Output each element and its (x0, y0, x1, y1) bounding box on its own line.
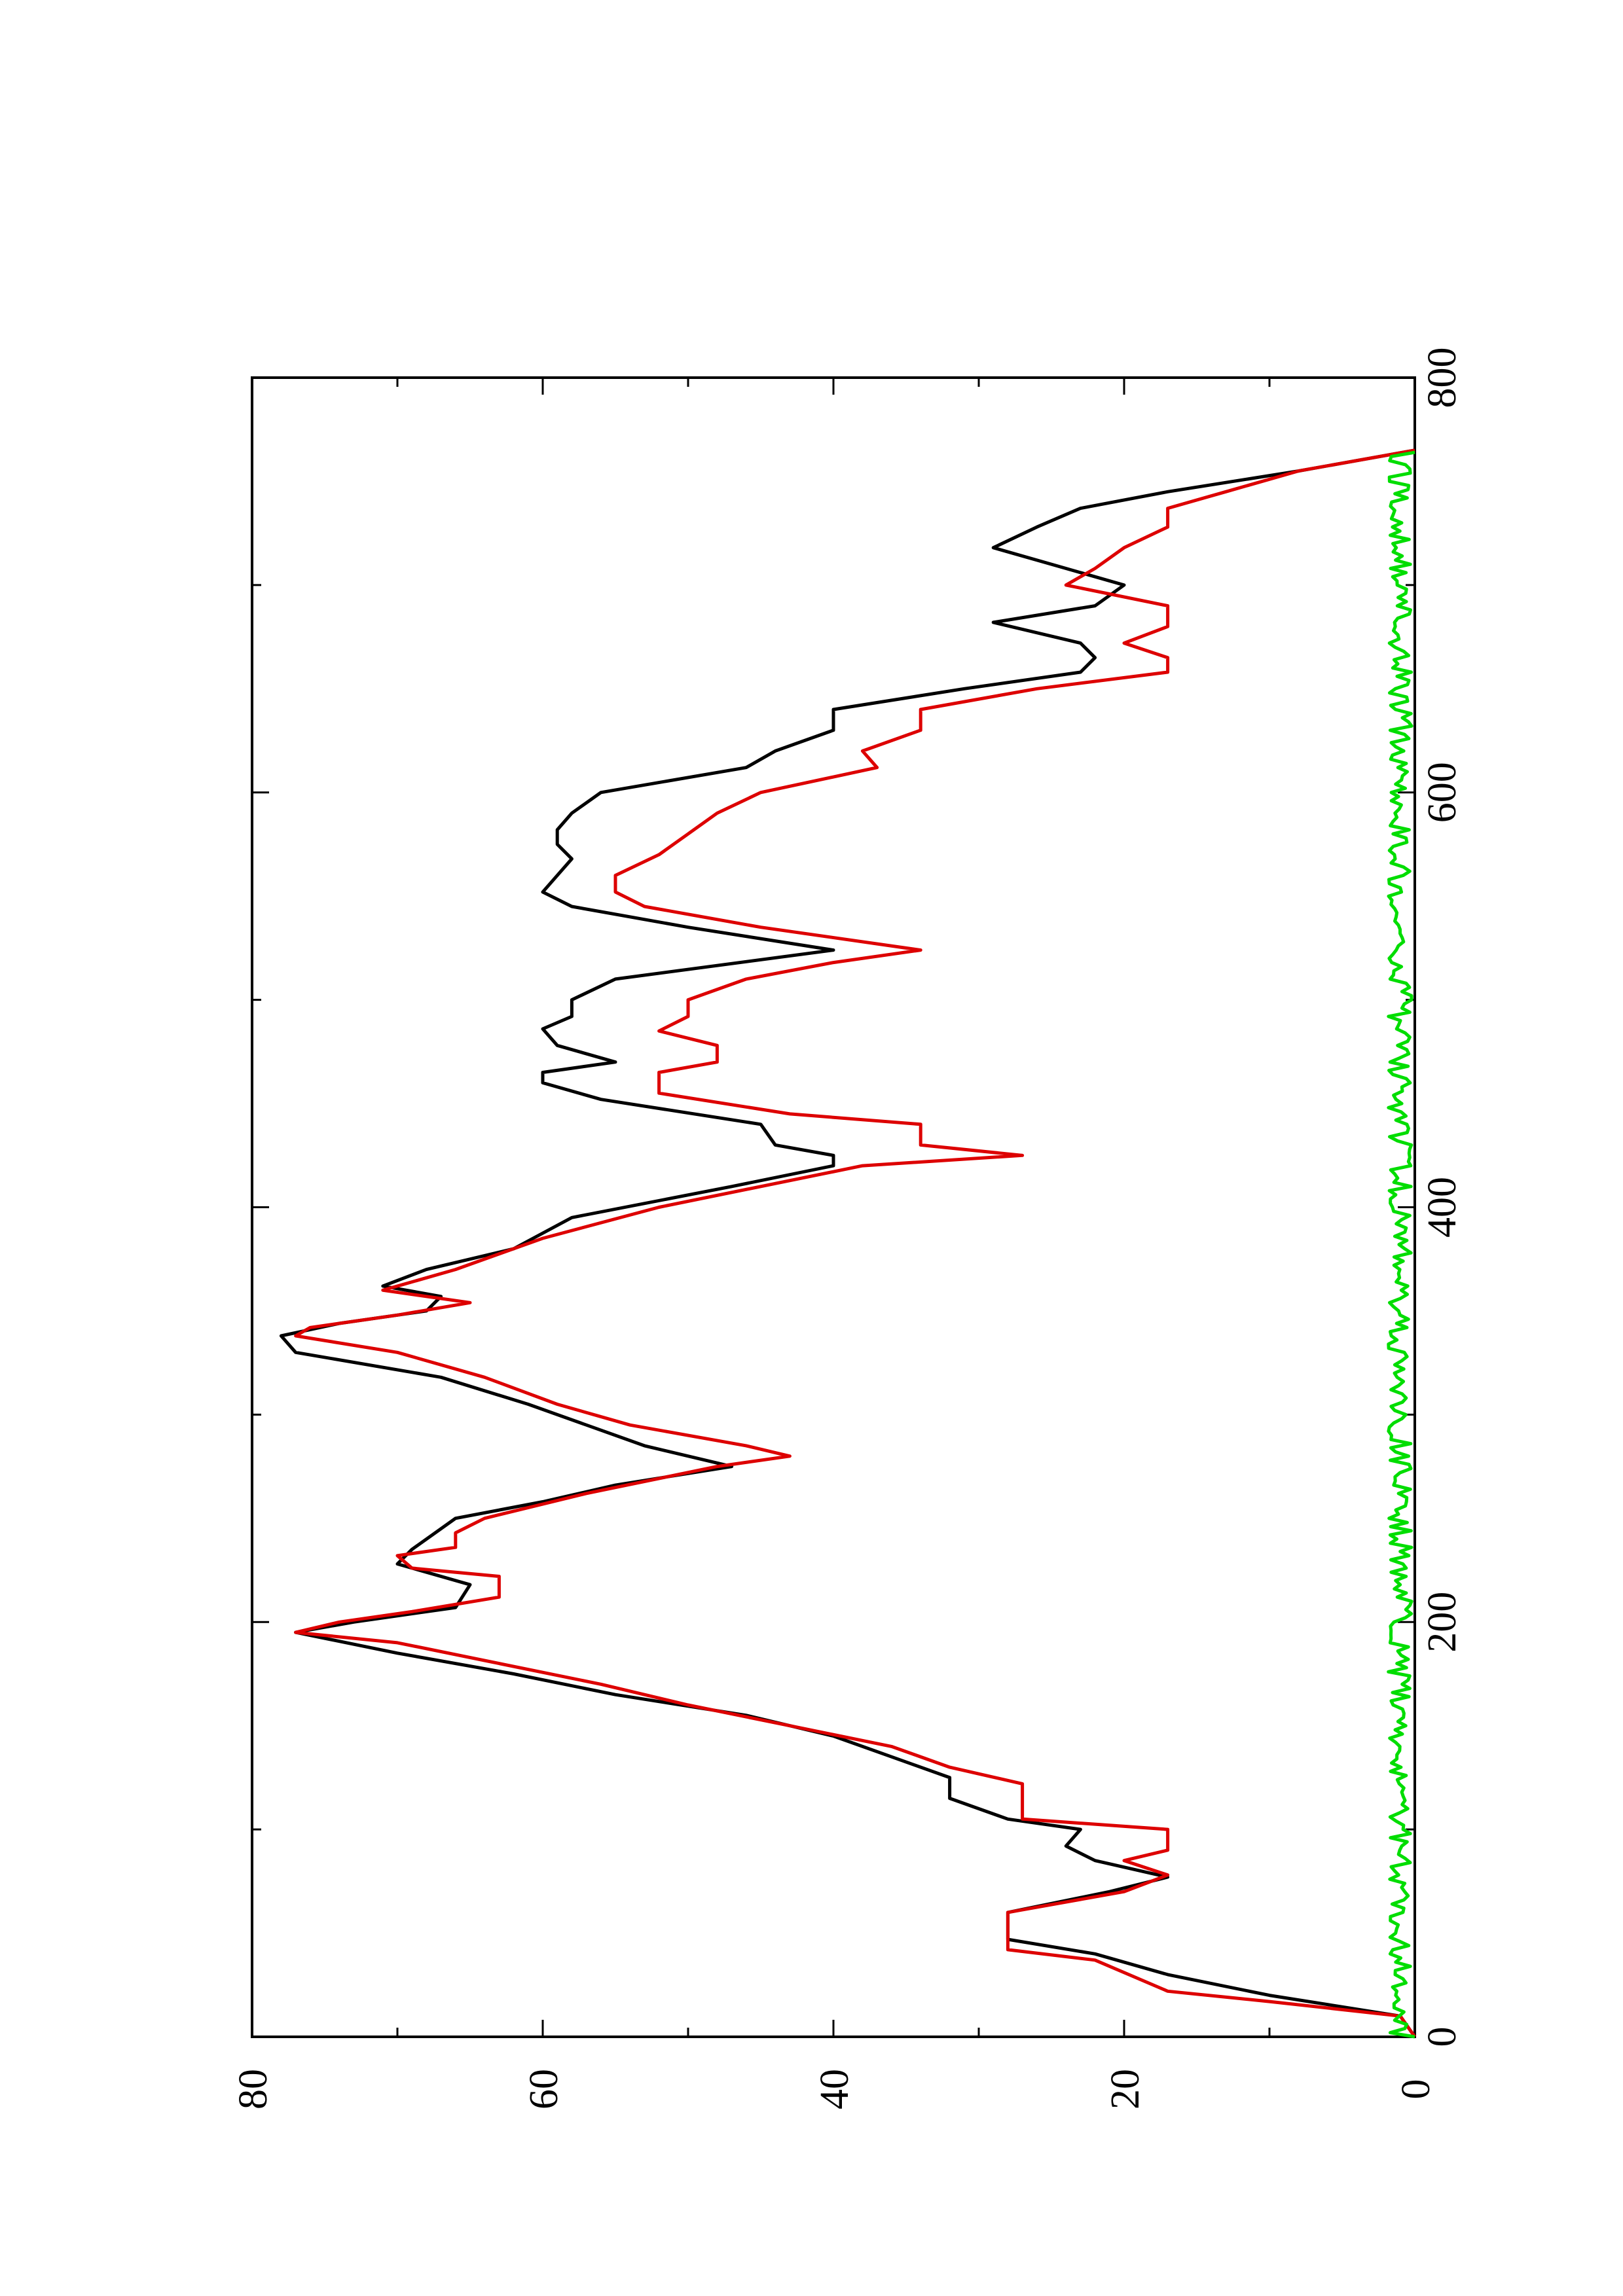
series-line-2 (294, 448, 1417, 2038)
plot-frame (251, 376, 1416, 2038)
series-line-3 (1387, 450, 1415, 2039)
series-line-1 (279, 448, 1417, 2038)
axis-ticks (251, 376, 1416, 2038)
x-tick-label: 0 (1420, 2027, 1465, 2047)
axis-tick-labels: 0 200 400 600 800 0 20 40 60 80 (231, 348, 1465, 2110)
series-group (279, 448, 1417, 2039)
x-tick-label: 800 (1420, 348, 1465, 408)
y-tick-label: 60 (522, 2069, 566, 2109)
y-tick-label: 80 (231, 2069, 276, 2109)
x-tick-label: 400 (1420, 1177, 1465, 1238)
y-tick-label: 0 (1394, 2079, 1438, 2100)
y-tick-label: 20 (1103, 2069, 1148, 2109)
x-tick-label: 600 (1420, 762, 1465, 823)
x-tick-label: 200 (1420, 1592, 1465, 1653)
y-tick-label: 40 (812, 2069, 857, 2109)
